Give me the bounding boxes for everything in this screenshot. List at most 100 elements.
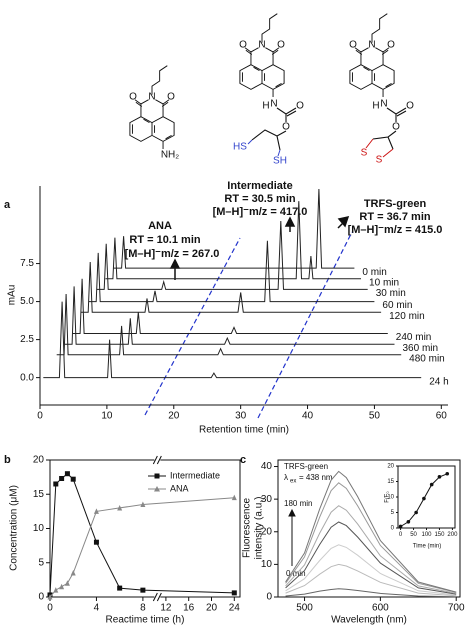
x-tick-label: 150 xyxy=(434,532,445,538)
legend-marker xyxy=(154,486,160,492)
x-tick-label: 12 xyxy=(160,603,172,614)
marker xyxy=(445,471,450,476)
annotation: = 438 nm xyxy=(299,473,333,482)
marker xyxy=(59,475,65,481)
y-tick-label: 20 xyxy=(261,526,273,537)
atom: O xyxy=(296,101,304,112)
legend-marker xyxy=(154,473,160,479)
series-line xyxy=(49,497,235,598)
marker xyxy=(429,482,434,487)
annotation: ex xyxy=(290,479,296,485)
series-line xyxy=(88,240,375,303)
arrows xyxy=(169,215,350,280)
series-label: 360 min xyxy=(402,343,438,354)
legend-label: ANA xyxy=(170,483,189,493)
series-line xyxy=(96,220,368,290)
marker xyxy=(70,570,76,576)
series-label: 24 h xyxy=(429,376,448,387)
x-tick-label: 4 xyxy=(94,603,100,614)
structure-intermediate: O N O H N O O HS SH xyxy=(233,13,304,167)
x-axis-label: Reactime time (h) xyxy=(106,615,185,626)
plot-frame xyxy=(49,459,241,598)
y-tick-label: 20 xyxy=(387,464,394,470)
x-tick-label: 50 xyxy=(410,532,417,538)
marker xyxy=(231,590,237,596)
series-label: 0 min xyxy=(362,267,386,278)
marker xyxy=(53,481,59,487)
atom: S xyxy=(361,148,368,159)
y-tick-label: 5.0 xyxy=(20,296,34,307)
series-label: 10 min xyxy=(369,277,399,288)
x-tick-label: 700 xyxy=(448,603,465,614)
atom: HS xyxy=(233,142,247,153)
annotation: [M–H]⁻m/z = 417.0 xyxy=(213,206,308,218)
x-axis-label: Retention time (min) xyxy=(199,425,289,436)
annotation: RT = 36.7 min xyxy=(359,211,431,223)
y-tick-label: 0.0 xyxy=(20,372,34,383)
y-tick-label: 40 xyxy=(261,461,273,472)
structure-trfs-green: O N O H N O O S S xyxy=(349,13,414,166)
series-label: 30 min xyxy=(376,288,406,299)
series-label: 240 min xyxy=(396,332,432,343)
marker xyxy=(64,580,70,586)
atom: O xyxy=(277,40,285,51)
axis-break xyxy=(156,455,162,465)
atom: O xyxy=(282,122,290,133)
atom: N xyxy=(148,92,155,103)
annotation: λ xyxy=(284,473,288,482)
atom: O xyxy=(129,92,137,103)
y-tick-label: 30 xyxy=(261,494,273,505)
atom: O xyxy=(392,122,400,133)
marker xyxy=(117,504,123,511)
inset-x-label: Time (min) xyxy=(413,544,441,550)
y-tick-label: 20 xyxy=(33,455,45,466)
panel-label: c xyxy=(240,454,246,466)
atom: N xyxy=(368,40,375,51)
y-tick-label: 2.5 xyxy=(20,334,34,345)
arrow xyxy=(288,508,296,566)
marker xyxy=(70,476,76,482)
atom: N xyxy=(270,99,277,110)
x-axis-label: Wavelength (nm) xyxy=(331,615,407,626)
annotation: [M–H]⁻m/z = 267.0 xyxy=(125,248,220,260)
y-tick-label: 15 xyxy=(33,489,45,500)
x-tick-label: 16 xyxy=(183,603,195,614)
y-axis-label: Fluorescence xyxy=(242,498,253,558)
series-line xyxy=(113,188,355,269)
atom: SH xyxy=(273,156,287,167)
x-tick-label: 60 xyxy=(436,411,448,422)
x-tick-label: 20 xyxy=(168,411,180,422)
series-line xyxy=(64,286,395,345)
marker xyxy=(93,539,99,545)
series-line xyxy=(285,544,457,596)
atom: H xyxy=(262,101,269,112)
axis-break-gap xyxy=(154,594,161,600)
marker xyxy=(140,587,146,593)
x-tick-label: 40 xyxy=(302,411,314,422)
x-tick-label: 0 xyxy=(399,532,403,538)
structure-ana: O N O NH₂ xyxy=(129,65,179,161)
y-tick-label: 15 xyxy=(387,479,394,485)
marker xyxy=(64,471,70,477)
annotation: ANA xyxy=(148,220,172,232)
series-line xyxy=(80,261,382,313)
x-tick-label: 0 xyxy=(47,603,53,614)
atom: N xyxy=(258,40,265,51)
atom: O xyxy=(349,40,357,51)
y-axis-label: Concentration (μM) xyxy=(9,485,20,571)
atom: NH₂ xyxy=(161,150,179,161)
axis-break xyxy=(152,592,158,602)
x-tick-label: 600 xyxy=(372,603,389,614)
x-tick-label: 24 xyxy=(229,603,241,614)
annotation: TRFS-green xyxy=(364,198,427,210)
x-tick-label: 8 xyxy=(140,603,146,614)
x-tick-label: 20 xyxy=(206,603,218,614)
atom: O xyxy=(239,40,247,51)
y-tick-label: 0 xyxy=(38,592,44,603)
legend-label: Intermediate xyxy=(170,470,220,480)
marker xyxy=(398,524,403,529)
series-line xyxy=(56,293,402,356)
atom: H xyxy=(372,101,379,112)
atom: O xyxy=(406,101,414,112)
y-tick-label: 7.5 xyxy=(20,258,34,269)
